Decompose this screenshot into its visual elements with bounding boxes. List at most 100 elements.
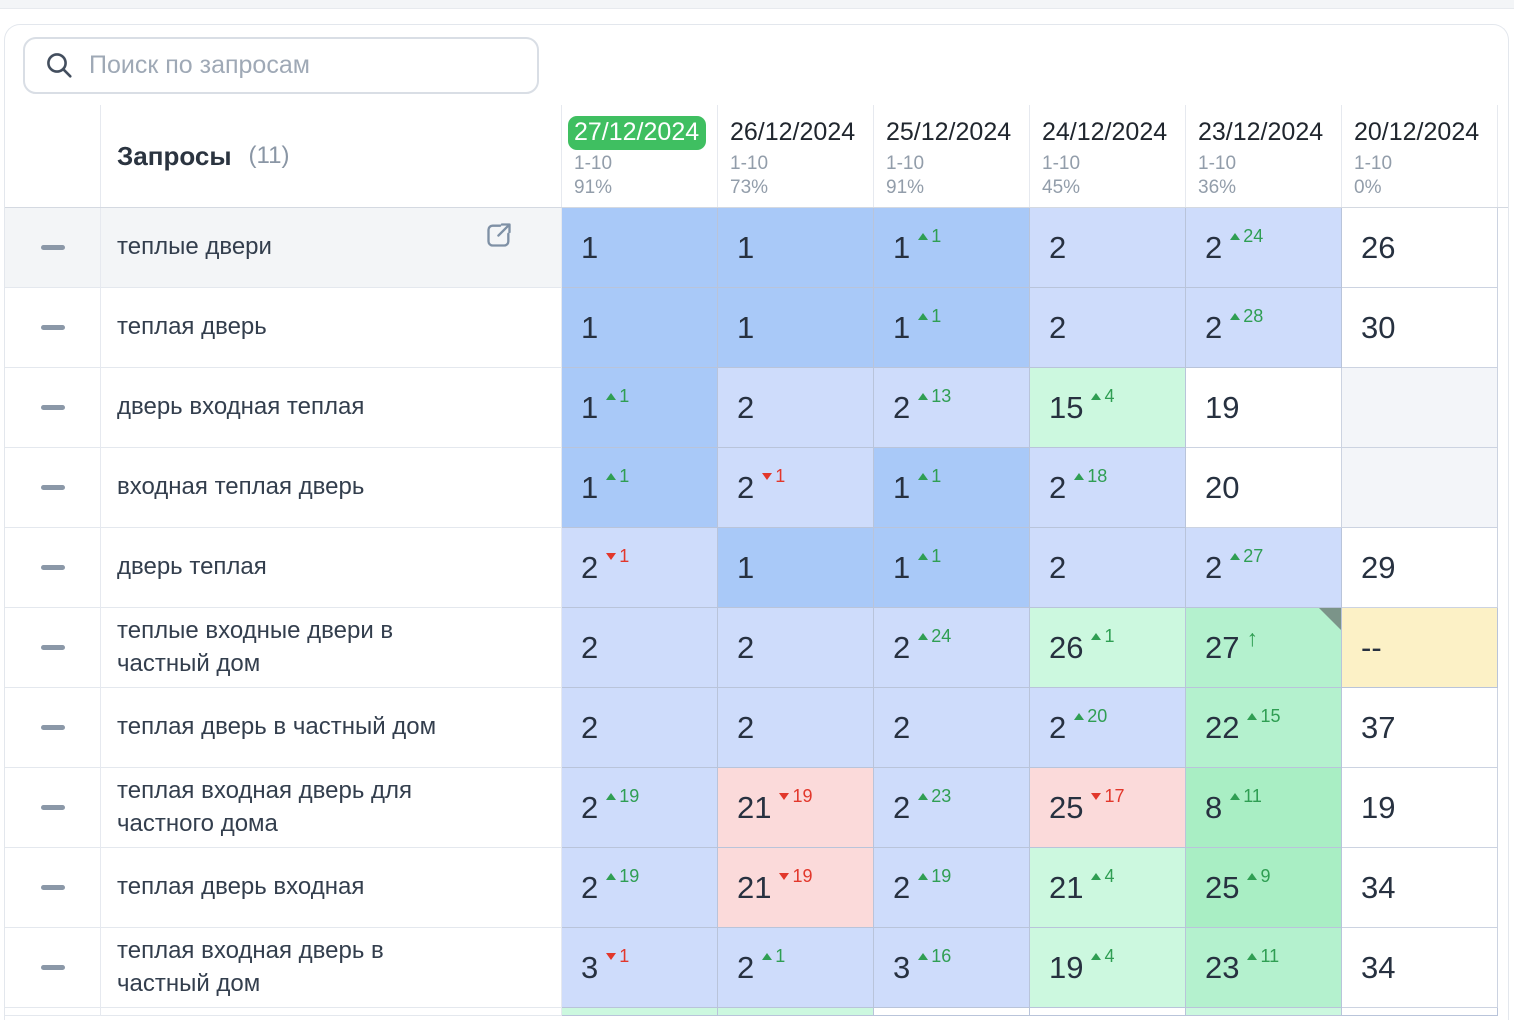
position-cell[interactable]: 23 11 [1186, 928, 1342, 1008]
external-link-icon[interactable] [485, 221, 513, 249]
position-cell[interactable] [718, 1008, 874, 1016]
minus-dash-icon[interactable] [40, 485, 65, 490]
query-cell[interactable]: теплая входная дверь для частного дома [101, 768, 562, 848]
query-cell[interactable]: теплая дверь входная [101, 848, 562, 928]
search-input[interactable] [74, 38, 537, 92]
position-cell[interactable]: 20 [1186, 448, 1342, 528]
position-cell[interactable]: 2 [562, 688, 718, 768]
position-cell[interactable] [1186, 1008, 1342, 1016]
row-select-cell[interactable] [5, 448, 101, 528]
row-select-cell[interactable] [5, 848, 101, 928]
position-cell[interactable]: 15 4 [1030, 368, 1186, 448]
position-cell[interactable]: 25 17 [1030, 768, 1186, 848]
position-cell[interactable]: 30 [1342, 288, 1498, 368]
query-cell[interactable]: теплые двери [101, 208, 562, 288]
position-cell[interactable]: 37 [1342, 688, 1498, 768]
position-cell[interactable]: 2 [562, 608, 718, 688]
position-cell[interactable]: 2 24 [874, 608, 1030, 688]
position-cell[interactable]: 2 27 [1186, 528, 1342, 608]
position-cell[interactable] [874, 1008, 1030, 1016]
position-cell[interactable]: 2 [1030, 208, 1186, 288]
date-column-header[interactable]: 25/12/2024 1-10 91% [874, 105, 1030, 207]
position-cell[interactable]: 21 4 [1030, 848, 1186, 928]
position-cell[interactable] [1030, 1008, 1186, 1016]
date-column-header[interactable]: 24/12/2024 1-10 45% [1030, 105, 1186, 207]
row-select-cell[interactable] [5, 608, 101, 688]
row-select-cell[interactable] [5, 768, 101, 848]
position-cell[interactable]: 3 16 [874, 928, 1030, 1008]
search-box[interactable] [23, 36, 539, 94]
minus-dash-icon[interactable] [40, 965, 65, 970]
minus-dash-icon[interactable] [40, 885, 65, 890]
position-cell[interactable]: 25 9 [1186, 848, 1342, 928]
minus-dash-icon[interactable] [40, 645, 65, 650]
date-column-header[interactable]: 26/12/2024 1-10 73% [718, 105, 874, 207]
position-cell[interactable]: 19 4 [1030, 928, 1186, 1008]
query-cell[interactable]: теплые входные двери в частный дом [101, 608, 562, 688]
position-cell[interactable]: 2 20 [1030, 688, 1186, 768]
position-cell[interactable]: 34 [1342, 848, 1498, 928]
position-cell[interactable]: 1 [562, 288, 718, 368]
position-cell[interactable]: 2 18 [1030, 448, 1186, 528]
minus-dash-icon[interactable] [40, 325, 65, 330]
minus-dash-icon[interactable] [40, 245, 65, 250]
position-cell[interactable]: 34 [1342, 928, 1498, 1008]
row-select-cell[interactable] [5, 208, 101, 288]
position-cell[interactable] [1342, 368, 1498, 448]
row-select-cell[interactable] [5, 368, 101, 448]
position-cell[interactable]: 21 19 [718, 768, 874, 848]
row-select-cell[interactable] [5, 288, 101, 368]
position-cell[interactable]: 2 [718, 688, 874, 768]
query-cell[interactable]: теплая входная дверь в частный дом [101, 928, 562, 1008]
position-cell[interactable]: 29 [1342, 528, 1498, 608]
position-cell[interactable]: 2 28 [1186, 288, 1342, 368]
position-cell[interactable]: 1 [718, 288, 874, 368]
position-cell[interactable]: 27 ↑ [1186, 608, 1342, 688]
position-cell[interactable]: 19 [1342, 768, 1498, 848]
query-cell[interactable]: теплая дверь [101, 288, 562, 368]
position-cell[interactable]: 2 [1030, 528, 1186, 608]
position-cell[interactable] [1342, 448, 1498, 528]
position-cell[interactable]: 26 1 [1030, 608, 1186, 688]
position-cell[interactable]: 2 19 [562, 848, 718, 928]
position-cell[interactable]: 8 11 [1186, 768, 1342, 848]
position-cell[interactable]: 2 [1030, 288, 1186, 368]
position-cell[interactable]: 2 [874, 688, 1030, 768]
minus-dash-icon[interactable] [40, 565, 65, 570]
date-column-header[interactable]: 27/12/2024 1-10 91% [562, 105, 718, 207]
position-cell[interactable]: 2 [718, 368, 874, 448]
position-cell[interactable]: 26 [1342, 208, 1498, 288]
date-column-header[interactable]: 23/12/2024 1-10 36% [1186, 105, 1342, 207]
position-cell[interactable]: 22 15 [1186, 688, 1342, 768]
position-cell[interactable]: 1 [718, 208, 874, 288]
position-cell[interactable]: -- [1342, 608, 1498, 688]
position-cell[interactable] [562, 1008, 718, 1016]
position-cell[interactable]: 19 [1186, 368, 1342, 448]
query-cell[interactable]: теплая дверь в частный дом [101, 688, 562, 768]
minus-dash-icon[interactable] [40, 725, 65, 730]
position-cell[interactable]: 2 24 [1186, 208, 1342, 288]
row-select-cell[interactable] [5, 528, 101, 608]
position-cell[interactable] [1342, 1008, 1498, 1016]
position-cell[interactable]: 1 [562, 208, 718, 288]
row-select-cell[interactable] [5, 688, 101, 768]
query-cell[interactable]: входная теплая дверь [101, 448, 562, 528]
minus-dash-icon[interactable] [40, 405, 65, 410]
position-cell[interactable]: 2 19 [874, 848, 1030, 928]
query-cell[interactable]: дверь входная теплая [101, 368, 562, 448]
position-cell[interactable]: 21 19 [718, 848, 874, 928]
position-cell[interactable]: 1 [718, 528, 874, 608]
position-cell[interactable]: 2 23 [874, 768, 1030, 848]
query-cell[interactable]: дверь теплая [101, 528, 562, 608]
row-select-cell[interactable] [5, 928, 101, 1008]
position-cell[interactable]: 2 [718, 608, 874, 688]
